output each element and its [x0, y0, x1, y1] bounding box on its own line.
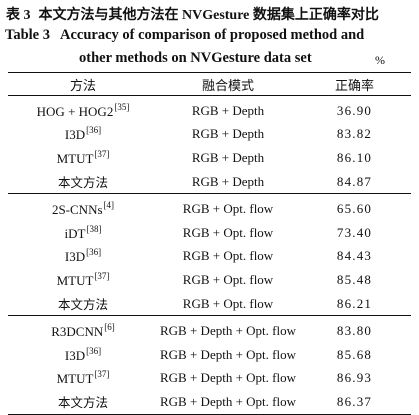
table-caption-en: Table 3 Accuracy of comparison of propose… — [5, 27, 419, 44]
header-accuracy: 正确率 — [334, 78, 374, 94]
method-name: I3D — [64, 347, 86, 363]
reference-citation: [6] — [104, 322, 115, 333]
table-row: I3D[36] RGB + Depth 83.82 — [8, 123, 411, 147]
table-row: 本文方法 RGB + Depth 84.87 — [8, 170, 411, 194]
method-cell: MTUT[37] — [8, 268, 158, 292]
table-group-optflow: 2S-CNNs[4] RGB + Opt. flow 65.60 iDT[38] RGB… — [8, 193, 411, 316]
accuracy-cell: 83.80 — [336, 323, 373, 339]
method-name: MTUT — [56, 150, 94, 166]
accuracy-cell: 86.37 — [336, 393, 373, 409]
accuracy-cell: 86.10 — [336, 149, 373, 165]
method-cell: iDT[38] — [8, 221, 158, 245]
method-cell: 2S-CNNs[4] — [8, 194, 158, 221]
table-row: iDT[38] RGB + Opt. flow 73.40 — [8, 221, 411, 245]
method-name: HOG + HOG2 — [36, 103, 114, 119]
method-name: 2S-CNNs — [51, 202, 103, 218]
header-fusion-mode: 融合模式 — [201, 78, 254, 94]
fusion-mode-cell: RGB + Opt. flow — [182, 248, 274, 264]
method-name: 本文方法 — [57, 395, 108, 411]
reference-citation: [37] — [94, 270, 110, 281]
method-name: MTUT — [56, 371, 94, 387]
fusion-mode-cell: RGB + Depth + Opt. flow — [160, 323, 296, 339]
method-name: 本文方法 — [57, 297, 108, 313]
reference-citation: [36] — [86, 125, 102, 136]
method-cell: 本文方法 — [8, 292, 158, 316]
method-name: R3DCNN — [51, 324, 104, 340]
table-label-cn: 表 3 — [6, 8, 31, 23]
fusion-mode-cell: RGB + Opt. flow — [182, 201, 274, 217]
table-group-depth-optflow: R3DCNN[6] RGB + Depth + Opt. flow 83.80 I3D… — [8, 315, 411, 415]
table-caption-cn: 表 3 本文方法与其他方法在 NVGesture 数据集上正确率对比 — [6, 4, 419, 24]
fusion-mode-cell: RGB + Depth + Opt. flow — [160, 346, 296, 362]
reference-citation: [36] — [86, 345, 102, 356]
fusion-mode-cell: RGB + Depth + Opt. flow — [160, 370, 296, 386]
method-name: I3D — [64, 127, 86, 143]
unit-label: % — [375, 53, 385, 67]
method-cell: R3DCNN[6] — [8, 316, 158, 343]
table-title-cn: 本文方法与其他方法在 NVGesture 数据集上正确率对比 — [38, 8, 379, 23]
accuracy-cell: 85.68 — [336, 346, 373, 362]
accuracy-cell: 85.48 — [336, 271, 373, 287]
reference-citation: [38] — [86, 223, 102, 234]
method-cell: HOG + HOG2[35] — [8, 96, 158, 123]
table-row: I3D[36] RGB + Opt. flow 84.43 — [8, 245, 411, 269]
table-row: 本文方法 RGB + Opt. flow 86.21 — [8, 292, 411, 316]
table-title-en-line2: other methods on NVGesture data set — [79, 50, 312, 66]
accuracy-cell: 83.82 — [336, 126, 373, 142]
table-row: HOG + HOG2[35] RGB + Depth 36.90 — [8, 96, 411, 123]
method-cell: MTUT[37] — [8, 146, 158, 170]
method-cell: 本文方法 — [8, 170, 158, 194]
reference-citation: [36] — [86, 247, 102, 258]
method-cell: I3D[36] — [8, 123, 158, 147]
method-name: 本文方法 — [57, 175, 108, 191]
method-name: MTUT — [56, 272, 94, 288]
reference-citation: [4] — [103, 200, 115, 211]
accuracy-cell: 73.40 — [336, 224, 373, 240]
fusion-mode-cell: RGB + Depth + Opt. flow — [160, 393, 296, 409]
fusion-mode-cell: RGB + Opt. flow — [182, 224, 274, 240]
table-header-row: 方法 融合模式 正确率 — [8, 72, 411, 96]
table-title-en-line1: Accuracy of comparison of proposed metho… — [60, 27, 365, 43]
accuracy-cell: 84.87 — [336, 173, 373, 189]
reference-citation: [37] — [94, 369, 110, 380]
fusion-mode-cell: RGB + Depth — [191, 173, 265, 189]
accuracy-cell: 86.21 — [336, 295, 373, 311]
table-row: MTUT[37] RGB + Opt. flow 85.48 — [8, 268, 411, 292]
table-group-depth: HOG + HOG2[35] RGB + Depth 36.90 I3D[36] RGB… — [8, 96, 411, 194]
method-name: I3D — [64, 249, 86, 265]
fusion-mode-cell: RGB + Depth — [191, 102, 265, 118]
accuracy-cell: 36.90 — [336, 102, 373, 118]
fusion-mode-cell: RGB + Opt. flow — [182, 271, 274, 287]
method-cell: I3D[36] — [8, 343, 158, 367]
reference-citation: [37] — [94, 148, 110, 159]
table-row: 2S-CNNs[4] RGB + Opt. flow 65.60 — [8, 193, 411, 221]
method-cell: 本文方法 — [8, 390, 158, 414]
accuracy-cell: 86.93 — [336, 370, 373, 386]
fusion-mode-cell: RGB + Opt. flow — [182, 295, 274, 311]
method-cell: MTUT[37] — [8, 367, 158, 391]
header-method: 方法 — [69, 78, 96, 94]
table-label-en: Table 3 — [5, 27, 50, 43]
table-row: R3DCNN[6] RGB + Depth + Opt. flow 83.80 — [8, 315, 411, 343]
table-row: I3D[36] RGB + Depth + Opt. flow 85.68 — [8, 343, 411, 367]
fusion-mode-cell: RGB + Depth — [191, 149, 265, 165]
table-row: MTUT[37] RGB + Depth + Opt. flow 86.93 — [8, 367, 411, 391]
fusion-mode-cell: RGB + Depth — [191, 126, 265, 142]
accuracy-cell: 65.60 — [336, 201, 373, 217]
method-name: iDT — [64, 225, 86, 241]
accuracy-table: 方法 融合模式 正确率 HOG + HOG2[35] RGB + Depth 36.… — [8, 72, 411, 415]
accuracy-cell: 84.43 — [336, 248, 373, 264]
method-cell: I3D[36] — [8, 245, 158, 269]
reference-citation: [35] — [114, 101, 130, 112]
table-row: MTUT[37] RGB + Depth 86.10 — [8, 146, 411, 170]
